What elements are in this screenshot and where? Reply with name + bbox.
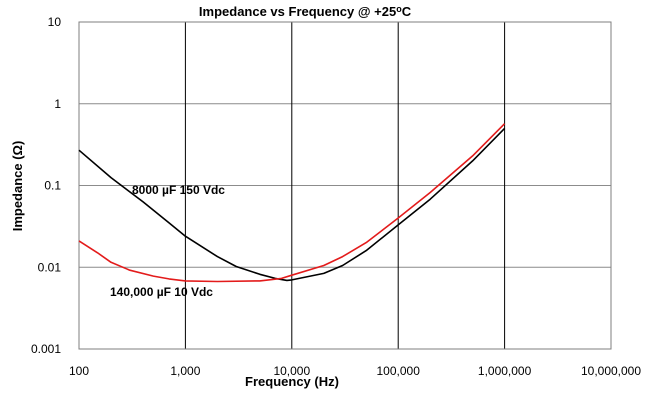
y-tick-label: 1 (54, 97, 61, 111)
x-axis-title: Frequency (Hz) (245, 374, 339, 389)
y-axis-title: Impedance (Ω) (10, 141, 25, 232)
x-tick-label: 1,000 (170, 364, 200, 378)
series-label-1: 8000 µF 150 Vdc (132, 183, 225, 197)
series-labels: 8000 µF 150 Vdc 140,000 µF 10 Vdc (110, 183, 225, 299)
series-line-2 (78, 123, 506, 283)
chart-title-degree: o (396, 4, 402, 14)
x-tick-label: 100 (69, 364, 89, 378)
y-tick-label: 10 (48, 15, 62, 29)
x-tick-label: 10,000,000 (581, 364, 641, 378)
x-axis-ticks: 100 1,000 10,000 100,000 1,000,000 10,000,000 (69, 364, 641, 378)
grid-lines (79, 22, 611, 349)
plot-area-frame (78, 21, 612, 350)
y-tick-label: 0.001 (31, 342, 61, 356)
series-label-2: 140,000 µF 10 Vdc (110, 285, 213, 299)
series-group (78, 123, 506, 283)
chart-title-text: Impedance vs Frequency @ +25 (199, 4, 396, 19)
y-tick-label: 0.1 (44, 179, 61, 193)
series-line-1 (78, 127, 506, 282)
chart-title: Impedance vs Frequency @ +25oC (199, 4, 412, 19)
x-tick-label: 1,000,000 (478, 364, 532, 378)
y-tick-label: 0.01 (38, 260, 62, 274)
x-tick-label: 100,000 (377, 364, 421, 378)
y-axis-ticks: 10 1 0.1 0.01 0.001 (31, 15, 61, 356)
chart-title-unit: C (402, 4, 412, 19)
x-tick-label: 10,000 (273, 364, 310, 378)
